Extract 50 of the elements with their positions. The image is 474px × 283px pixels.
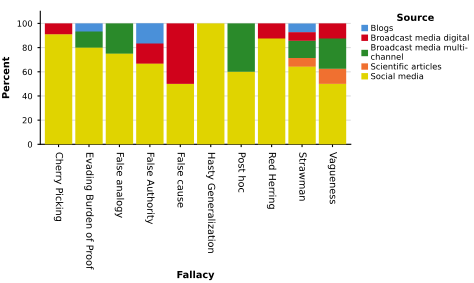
bar	[258, 38, 286, 144]
x-tick-label: False analogy	[114, 152, 124, 218]
bar	[288, 24, 316, 32]
bar	[75, 23, 103, 32]
bar	[106, 23, 134, 54]
legend-label: Broadcast media multi-channel	[370, 44, 468, 60]
bar	[288, 32, 316, 41]
bar	[44, 34, 72, 144]
x-tick-label: Post hoc	[238, 152, 246, 192]
bar	[166, 23, 194, 84]
x-tick-label: False Authority	[145, 152, 155, 224]
y-axis-title: Percent	[2, 56, 10, 98]
x-tick-label: Hasty Generalization	[206, 152, 216, 253]
legend-label: Broadcast media digital	[371, 34, 469, 42]
bar	[75, 48, 103, 144]
bar	[258, 23, 286, 39]
x-tick-label: False cause	[177, 152, 186, 208]
bar	[318, 84, 346, 144]
y-tick-label: 40	[22, 92, 32, 100]
bar	[75, 32, 103, 48]
y-tick-label: 60	[22, 68, 32, 76]
bar	[136, 64, 164, 144]
x-tick-label: Vagueness	[328, 152, 337, 204]
bar	[318, 68, 346, 84]
bar	[197, 23, 224, 144]
y-tick-label: 0	[28, 141, 32, 148]
y-tick-label: 80	[22, 44, 32, 51]
bar	[318, 23, 346, 39]
bar	[136, 23, 164, 44]
bar	[318, 38, 346, 69]
bar	[106, 54, 134, 144]
bar	[227, 72, 255, 144]
bar	[288, 66, 316, 144]
bar	[227, 23, 255, 72]
x-tick-label: Evading Burden of Proof	[84, 152, 94, 270]
bar	[136, 43, 164, 64]
bar	[288, 40, 316, 58]
bar	[288, 58, 316, 67]
legend-label: Blogs	[371, 24, 393, 33]
y-tick-label: 20	[22, 117, 32, 124]
legend-title: Source	[397, 14, 434, 22]
x-tick-label: Red Herring	[266, 152, 276, 209]
legend-label: Scientific articles	[371, 63, 442, 70]
y-tick-label: 100	[18, 20, 32, 27]
bar	[44, 23, 72, 34]
x-axis-title: Fallacy	[177, 270, 214, 280]
legend-label: Social media	[371, 72, 424, 80]
x-tick-label: Cherry Picking	[54, 152, 64, 222]
x-tick-label: Strawman	[299, 152, 307, 201]
bar	[166, 84, 194, 144]
